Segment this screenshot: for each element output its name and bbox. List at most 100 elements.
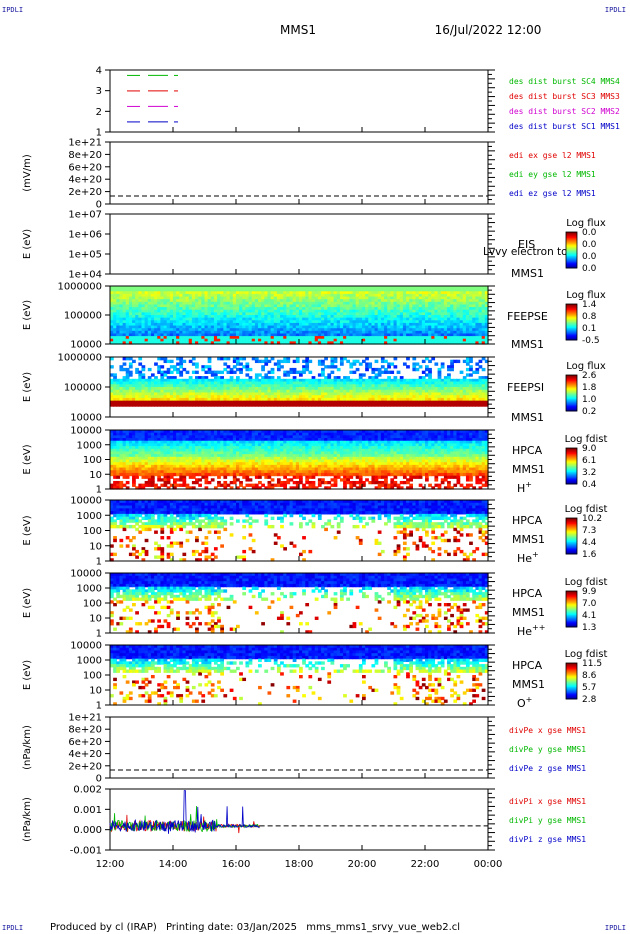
- spectrogram-cell: [163, 448, 168, 453]
- spectrogram-cell: [204, 296, 209, 300]
- spectrogram-cell: [362, 309, 366, 313]
- spectrogram-cell: [135, 438, 139, 442]
- spectrogram-cell: [169, 451, 174, 455]
- spectrogram-cell: [160, 286, 165, 290]
- spectrogram-cell: [191, 338, 196, 342]
- spectrogram-cell: [365, 397, 369, 402]
- spectrogram-cell: [462, 397, 467, 402]
- spectrogram-cell: [283, 322, 287, 327]
- spectrogram-cell: [119, 296, 124, 300]
- spectrogram-cell: [339, 403, 344, 407]
- spectrogram-cell: [465, 387, 470, 391]
- spectrogram-cell: [415, 400, 420, 404]
- spectrogram-cell: [166, 299, 171, 303]
- spectrogram-cell: [138, 454, 143, 458]
- spectrogram-cell: [144, 325, 149, 329]
- spectrogram-cell: [317, 301, 322, 306]
- spectrogram-cell: [384, 309, 388, 313]
- spectrogram-cell: [406, 317, 410, 321]
- spectrogram-cell: [437, 317, 442, 321]
- spectrogram-cell: [365, 288, 369, 292]
- spectrogram-cell: [185, 293, 190, 298]
- spectrogram-cell: [317, 392, 322, 396]
- spectrogram-cell: [135, 397, 139, 402]
- spectrogram-cell: [210, 333, 215, 337]
- spectrogram-cell: [239, 296, 243, 300]
- spectrogram-cell: [362, 392, 366, 396]
- spectrogram-cell: [116, 315, 121, 319]
- spectrogram-cell: [169, 459, 174, 463]
- spectrogram-cell: [179, 299, 184, 303]
- spectrogram-cell: [418, 397, 423, 402]
- spectrogram-cell: [443, 389, 448, 394]
- spectrogram-cell: [428, 376, 432, 380]
- spectrogram-cell: [346, 291, 350, 295]
- spectrogram-cell: [380, 400, 385, 404]
- spectrogram-cell: [154, 296, 158, 300]
- spectrogram-cell: [229, 367, 234, 372]
- spectrogram-cell: [368, 381, 373, 385]
- spectrogram-cell: [384, 384, 388, 388]
- spectrogram-cell: [188, 462, 193, 466]
- spectrogram-cell: [248, 384, 253, 388]
- spectrogram-cell: [299, 333, 303, 337]
- spectrogram-cell: [150, 430, 155, 434]
- spectrogram-cell: [264, 304, 269, 308]
- spectrogram-cell: [399, 304, 404, 308]
- spectrogram-cell: [141, 462, 146, 466]
- spectrogram-cell: [346, 395, 350, 399]
- spectrogram-cell: [188, 387, 193, 391]
- spectrogram-cell: [286, 317, 291, 321]
- spectrogram-cell: [138, 315, 143, 319]
- spectrogram-cell: [188, 464, 193, 469]
- spectrogram-cell: [188, 333, 193, 337]
- spectrogram-cell: [267, 291, 272, 295]
- spectrogram-cell: [166, 475, 171, 479]
- spectrogram-cell: [384, 381, 388, 385]
- spectrogram-cell: [295, 312, 300, 316]
- spectrogram-cell: [166, 359, 171, 364]
- spectrogram-cell: [125, 456, 130, 461]
- spectrogram-cell: [179, 362, 184, 366]
- spectrogram-cell: [176, 288, 180, 292]
- spectrogram-cell: [339, 359, 344, 364]
- spectrogram-cell: [402, 307, 407, 311]
- spectrogram-cell: [336, 341, 341, 345]
- spectrogram-cell: [141, 387, 146, 391]
- spectrogram-cell: [387, 370, 391, 374]
- spectrogram-cell: [317, 312, 322, 316]
- spectrogram-cell: [154, 299, 158, 303]
- spectrogram-cell: [191, 395, 196, 399]
- spectrogram-cell: [387, 293, 391, 298]
- spectrogram-cell: [232, 370, 237, 374]
- spectrogram-cell: [481, 389, 486, 394]
- spectrogram-cell: [182, 470, 187, 474]
- spectrogram-cell: [415, 338, 420, 342]
- spectrogram-cell: [321, 304, 325, 308]
- spectrogram-cell: [182, 307, 187, 311]
- spectrogram-cell: [185, 286, 190, 290]
- spectrogram-cell: [469, 365, 473, 369]
- spectrogram-cell: [160, 322, 165, 327]
- spectrogram-cell: [213, 392, 218, 396]
- spectrogram-cell: [163, 446, 168, 450]
- spectrogram-cell: [374, 309, 379, 313]
- spectrogram-cell: [462, 301, 467, 306]
- spectrogram-cell: [116, 328, 121, 332]
- spectrogram-cell: [428, 299, 432, 303]
- spectrogram-cell: [352, 309, 357, 313]
- spectrogram-cell: [113, 483, 117, 487]
- spectrogram-cell: [110, 454, 114, 458]
- spectrogram-cell: [236, 288, 240, 292]
- spectrogram-cell: [135, 317, 139, 321]
- spectrogram-cell: [173, 299, 177, 303]
- spectrogram-cell: [242, 381, 247, 385]
- spectrogram-cell: [465, 322, 470, 327]
- y-tick-label: 4: [96, 66, 102, 77]
- spectrogram-cell: [399, 328, 404, 332]
- spectrogram-cell: [154, 467, 158, 471]
- spectrogram-cell: [226, 299, 231, 303]
- spectrogram-cell: [469, 312, 473, 316]
- spectrogram-cell: [346, 304, 350, 308]
- spectrogram-cell: [185, 470, 190, 474]
